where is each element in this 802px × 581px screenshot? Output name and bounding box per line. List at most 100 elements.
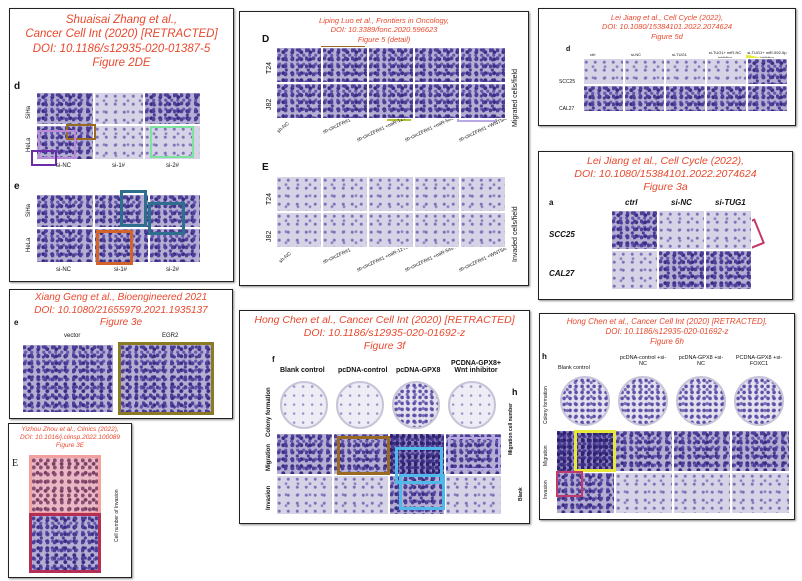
micrograph bbox=[144, 125, 201, 160]
micrograph bbox=[673, 430, 731, 472]
row-label: J82 bbox=[266, 98, 273, 110]
panel-chen-6h-title: Hong Chen et al., Cancer Cell Int (2020)… bbox=[540, 317, 794, 347]
side-label: Migrated cells/field bbox=[512, 69, 519, 127]
title-line: Xiang Geng et al., Bioengineered 2021 bbox=[34, 292, 208, 303]
micrograph bbox=[322, 176, 368, 212]
micrograph bbox=[276, 176, 322, 212]
panel-zhou-title: Yizhou Zhou et al., Clinics (2022), DOI:… bbox=[9, 426, 131, 450]
micrograph bbox=[333, 433, 389, 475]
colony-dish bbox=[392, 381, 440, 429]
micrograph bbox=[706, 85, 747, 112]
col-label: si-1# bbox=[114, 267, 128, 273]
title-line: DOI: 10.3389/fonc.2020.596623 bbox=[330, 25, 438, 35]
panel-jiang-3a: Lei Jiang et al., Cell Cycle (2022), DOI… bbox=[538, 151, 793, 300]
col-label: Blank control bbox=[280, 367, 325, 374]
col-label: sh-NC bbox=[276, 120, 291, 135]
col-label: si-NC bbox=[671, 198, 692, 207]
panel-geng: Xiang Geng et al., Bioengineered 2021 DO… bbox=[9, 289, 233, 419]
col-label: sh-NC bbox=[278, 250, 293, 265]
micrograph bbox=[276, 212, 322, 248]
panel-letter: h bbox=[512, 387, 518, 397]
highlight-box-salmon bbox=[29, 455, 101, 515]
title-line: Figure 5d bbox=[651, 31, 683, 41]
colony-dish bbox=[560, 376, 610, 426]
title-line: Hong Chen et al., Cancer Cell Int (2020)… bbox=[254, 314, 515, 326]
micrograph bbox=[665, 58, 706, 85]
micrograph bbox=[414, 83, 460, 119]
title-line: Figure 2DE bbox=[92, 57, 151, 70]
title-line: Hong Chen et al., Cancer Cell Int (2020)… bbox=[566, 317, 768, 326]
micrograph bbox=[624, 58, 665, 85]
col-label: si-NC bbox=[56, 267, 71, 273]
col-label: ctrl bbox=[625, 198, 638, 207]
col-label: si-TUG1+ miR-NC inhibitor bbox=[708, 50, 742, 60]
panel-chen-3f: Hong Chen et al., Cancer Cell Int (2020)… bbox=[239, 310, 530, 524]
col-label: si-NC bbox=[631, 52, 641, 57]
micrograph bbox=[36, 194, 94, 228]
title-line: Yizhou Zhou et al., Clinics (2022), bbox=[21, 426, 119, 433]
micrograph bbox=[583, 85, 624, 112]
row-label: SCC25 bbox=[559, 79, 576, 85]
row-label: T24 bbox=[266, 61, 273, 74]
title-line: Figure 3e bbox=[99, 317, 143, 328]
highlight-box-brown bbox=[337, 436, 390, 475]
highlight-box-cyan bbox=[395, 447, 443, 484]
micrograph bbox=[36, 228, 94, 263]
micrograph bbox=[414, 212, 460, 248]
title-line: Lei Jiang et al., Cell Cycle (2022), bbox=[610, 13, 724, 22]
colony-dish bbox=[676, 376, 726, 426]
col-label: si-TUG1 bbox=[715, 198, 746, 207]
title-line: Figure 6h bbox=[650, 337, 684, 346]
micrograph bbox=[658, 250, 705, 290]
micrograph bbox=[144, 92, 201, 125]
micrograph bbox=[460, 47, 506, 83]
title-line: Liping Luo et al., Frontiers in Oncology… bbox=[319, 16, 449, 25]
col-label: EGR2 bbox=[162, 333, 179, 339]
micrograph bbox=[414, 47, 460, 83]
highlight-box-cyan bbox=[399, 474, 445, 510]
micrograph bbox=[276, 475, 333, 515]
row-label: Migration bbox=[543, 445, 549, 466]
title-line: Figure 3E bbox=[55, 442, 85, 450]
col-label: si-2# bbox=[166, 267, 180, 273]
highlight-box-olive bbox=[118, 342, 214, 415]
panel-zhou: Yizhou Zhou et al., Clinics (2022), DOI:… bbox=[8, 423, 132, 578]
col-label: pcDNA-control +si-NC bbox=[619, 355, 667, 367]
row-label: Migration bbox=[266, 444, 272, 471]
colony-dish bbox=[336, 381, 384, 429]
micrograph bbox=[611, 250, 658, 290]
micrograph bbox=[747, 85, 788, 112]
panel-letter: d bbox=[14, 81, 21, 92]
highlight-box-blue bbox=[148, 202, 185, 235]
title-line: Shuaisai Zhang et al., bbox=[65, 14, 178, 26]
title-line: Cancer Cell Int (2020) [RETRACTED] bbox=[25, 28, 218, 41]
highlight-box-lavender bbox=[448, 437, 500, 470]
title-line: DOI: 10.1080/15384101.2022.2074624 bbox=[601, 22, 733, 32]
title-line: Figure 5 (detail) bbox=[357, 34, 411, 44]
micrograph bbox=[149, 194, 201, 228]
micrograph bbox=[276, 83, 322, 119]
row-label: Invasion bbox=[543, 480, 549, 499]
micrograph bbox=[414, 176, 460, 212]
colony-dish bbox=[448, 381, 496, 429]
panel-letter: d bbox=[566, 46, 571, 53]
highlight-box-green bbox=[150, 126, 194, 158]
micrograph bbox=[705, 210, 752, 250]
row-label: CAL27 bbox=[549, 269, 575, 278]
micrograph bbox=[556, 430, 615, 472]
panel-chen-3f-title: Hong Chen et al., Cancer Cell Int (2020)… bbox=[240, 314, 529, 353]
highlight-box-crimson bbox=[29, 513, 101, 573]
panel-zhang-title: Shuaisai Zhang et al., Cancer Cell Int (… bbox=[10, 13, 233, 71]
row-label: Colony formation bbox=[266, 387, 272, 437]
col-label: pcDNA-GPX8 +si-NC bbox=[678, 355, 724, 367]
title-line: DOI: 10.1186/s12935-020-01692-z bbox=[303, 327, 466, 340]
highlight-box-crimson bbox=[556, 471, 583, 497]
panel-letter: h bbox=[542, 352, 547, 361]
side-label: Invaded cells/field bbox=[512, 206, 519, 262]
title-line: Figure 3a bbox=[643, 181, 688, 194]
micrograph bbox=[731, 430, 790, 472]
title-line: Figure 3f bbox=[363, 340, 406, 353]
micrograph bbox=[36, 92, 94, 125]
micrograph bbox=[665, 85, 706, 112]
